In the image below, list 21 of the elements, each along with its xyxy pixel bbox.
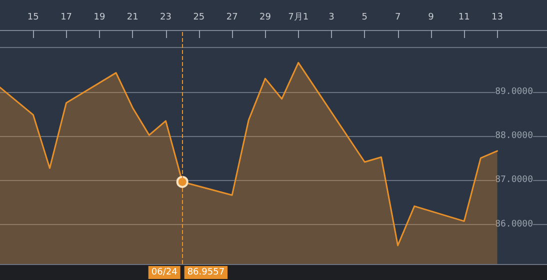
x-tick-label: 11: [458, 12, 470, 22]
x-tick-label: 9: [428, 12, 434, 22]
x-tick-label: 3: [328, 12, 334, 22]
x-tick-label: 23: [160, 12, 172, 22]
x-tick-label: 25: [193, 12, 205, 22]
x-tick-label: 7月1: [288, 12, 309, 22]
x-tick-label: 27: [226, 12, 238, 22]
x-tick-label: 5: [362, 12, 368, 22]
y-tick-label: 88.0000: [495, 130, 533, 141]
x-tick-label: 29: [259, 12, 272, 22]
ref-line-label: 06/24: [151, 268, 178, 278]
text: 86.9557: [187, 268, 225, 278]
y-tick-label: 86.0000: [495, 219, 533, 230]
y-tick-label: 87.0000: [495, 175, 533, 186]
x-tick-label: 19: [94, 12, 106, 22]
x-tick-label: 17: [60, 12, 72, 22]
x-tick-label: 21: [126, 12, 138, 22]
x-tick-label: 7: [394, 12, 401, 22]
y-tick-label: 89.0000: [495, 86, 533, 97]
x-tick-label: 15: [27, 12, 39, 22]
x-tick-label: 13: [492, 12, 503, 22]
